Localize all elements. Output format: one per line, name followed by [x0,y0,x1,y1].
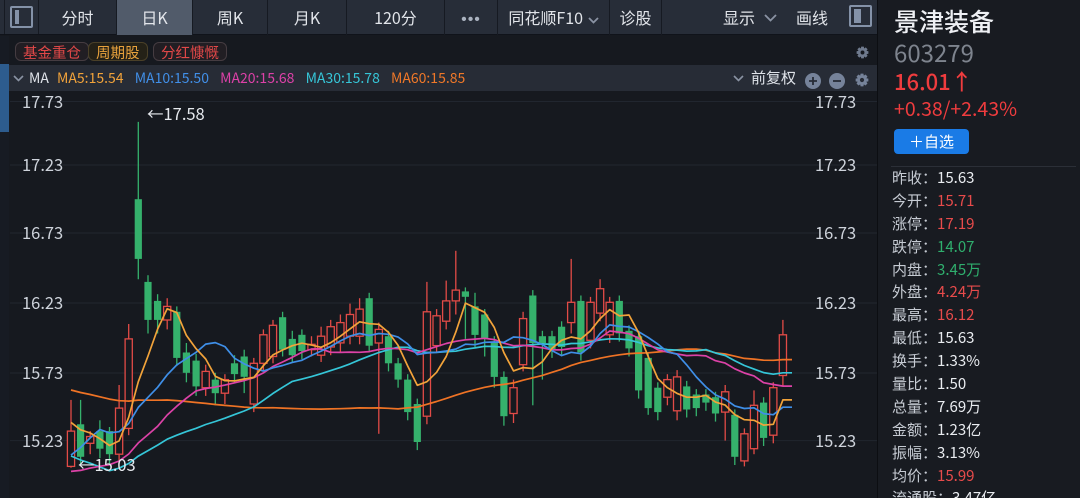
svg-text:←17.58: ←17.58 [147,101,205,125]
svg-text:←15.03: ←15.03 [78,452,136,476]
